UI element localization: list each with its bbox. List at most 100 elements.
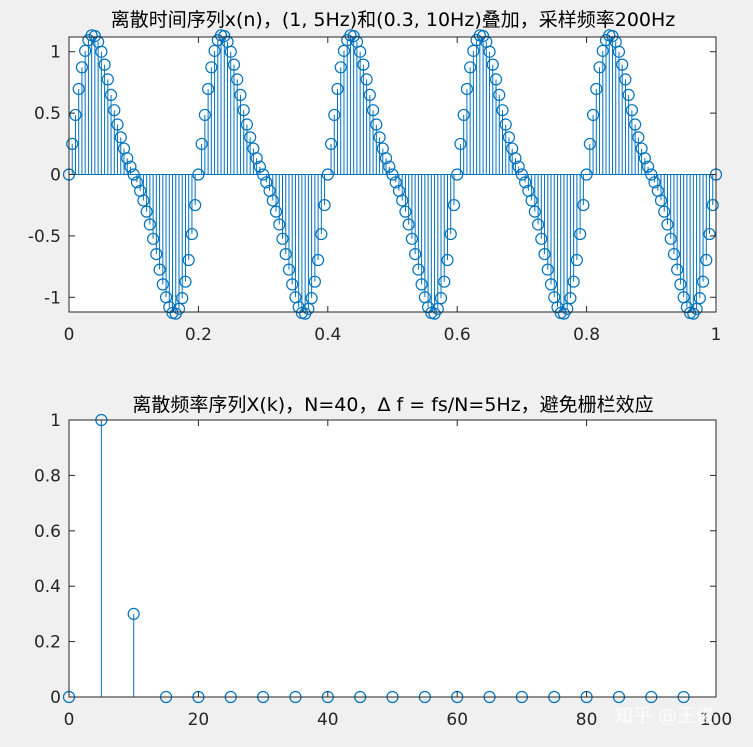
stem-marker [318,198,331,212]
stem-marker [172,302,186,315]
stem-marker [179,275,192,288]
stem-marker [182,253,195,267]
stem-marker [140,205,153,218]
stem-marker [412,263,425,276]
stem-marker [273,218,286,231]
stem-marker [583,137,596,151]
stem-marker [292,301,305,314]
stem-marker [127,607,140,621]
stem-marker [700,253,713,267]
x-tick-label: 0 [64,325,75,345]
stem-marker [531,218,545,231]
stem-marker [205,61,218,74]
stem-marker [373,131,386,144]
stem-marker [622,88,635,102]
stem-marker [632,131,645,144]
time-domain-title: 离散时间序列x(n)，(1, 5Hz)和(0.3, 10Hz)叠加，采样频率20… [111,9,676,31]
stem-marker [321,168,334,181]
stem-marker [101,73,114,86]
stem-marker [577,198,590,212]
y-tick-label: 0 [50,166,61,186]
stem-marker [544,278,558,291]
stem-marker [302,302,315,315]
stem-marker [696,275,710,288]
stem-marker [354,45,367,58]
stem-marker [654,194,668,207]
stem-marker [185,227,199,241]
stem-marker [538,247,551,261]
stem-marker [431,302,444,315]
y-tick-label: 1 [50,411,61,431]
stem-marker [645,168,658,181]
x-tick-label: 20 [188,710,210,730]
stem-marker [331,82,344,96]
stem-marker [150,247,163,261]
stem-marker [658,205,671,218]
stem-marker [308,275,321,288]
x-tick-label: 0.6 [444,325,471,345]
stem-marker [147,232,160,245]
stem-marker [88,29,101,43]
stem-marker [192,168,205,181]
stem-marker [444,227,457,241]
stem-marker [489,73,503,86]
stem-marker [153,263,166,276]
stem-marker [519,176,532,189]
x-tick-label: 100 [700,710,732,730]
stem-marker [574,227,587,241]
stem-marker [286,278,299,291]
stem-marker [590,82,603,96]
stem-marker [163,301,176,314]
stem-marker [237,104,250,117]
stem-marker [357,58,370,71]
frequency-domain-ticks: 0 20 40 60 80 100 0 0.2 0.4 0.6 0.8 1 [34,411,732,730]
stem-marker [619,73,632,86]
stem-marker [561,302,574,315]
x-tick-label: 0 [64,710,75,730]
stem-marker [66,137,79,151]
stem-marker [253,160,266,173]
stem-marker [279,247,292,261]
stem-marker [515,168,529,181]
stem-marker [224,45,237,58]
stem-marker [231,73,244,86]
stem-marker [405,232,419,245]
stem-marker [72,82,85,96]
time-domain-ticks: 0 0.2 0.4 0.6 0.8 1 -1 -0.5 0 0.5 1 [28,37,722,345]
x-tick-label: 0.2 [185,325,212,345]
stem-marker [198,108,211,122]
stem-marker [641,160,655,173]
stem-marker [370,118,383,131]
stem-marker [156,278,169,291]
stem-marker [257,168,270,181]
stem-marker [328,108,341,122]
x-tick-label: 1 [711,325,722,345]
stem-marker [541,263,554,276]
stem-marker [189,198,202,212]
stem-marker [502,131,516,144]
stem-marker [195,137,208,151]
stem-marker [260,176,273,189]
stem-marker [706,198,719,212]
stem-marker [664,232,677,245]
stem-marker [240,118,254,131]
stem-marker [127,168,140,181]
stem-marker [244,131,257,144]
stem-marker [535,232,548,245]
stem-marker [564,292,577,305]
stem-marker [616,58,629,71]
stem-marker [580,168,593,181]
stem-marker [593,61,606,74]
stem-marker [218,29,231,43]
x-tick-label: 60 [446,710,468,730]
stem-marker [386,168,399,181]
stem-marker [674,278,687,291]
stem-marker [586,108,600,122]
x-tick-label: 0.8 [573,325,600,345]
stem-marker [415,278,428,291]
stem-marker [409,247,422,261]
stem-marker [269,205,283,218]
stem-marker [454,137,467,151]
stem-marker [111,118,124,131]
stem-marker [693,292,706,305]
